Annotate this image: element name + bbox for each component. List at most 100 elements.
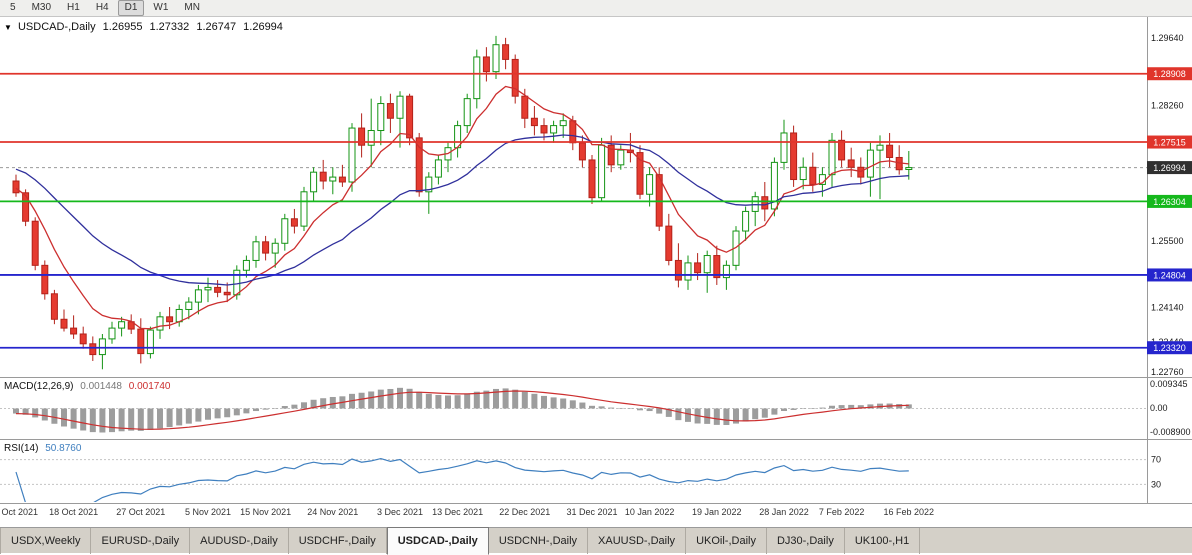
candle-body (492, 44, 500, 73)
level-badge-1-27515: 1.27515 (1147, 135, 1192, 149)
macd-histogram-bar (665, 408, 672, 417)
macd-histogram-bar (397, 387, 403, 409)
chart-background (0, 17, 1192, 527)
rsi-axis-label-70: 70 (1151, 455, 1161, 465)
chart-tab-audusd-daily[interactable]: AUDUSD-,Daily (190, 527, 289, 554)
rsi-pane[interactable] (0, 457, 1147, 503)
macd-histogram-bar (617, 407, 624, 409)
chart-tab-ukoil-daily[interactable]: UKOil-,Daily (686, 527, 767, 554)
candle-body (790, 132, 798, 181)
macd-histogram-bar (800, 408, 807, 409)
macd-histogram-bar (166, 408, 173, 428)
candle-body (271, 242, 279, 254)
candle-body (588, 159, 596, 199)
macd-histogram-bar (521, 391, 528, 409)
chart-tab-usdchf-daily[interactable]: USDCHF-,Daily (289, 527, 387, 554)
date-axis-label: 22 Dec 2021 (499, 507, 551, 517)
date-axis-label: 15 Nov 2021 (240, 507, 292, 517)
candle-body (118, 321, 126, 329)
candle-body (482, 56, 490, 73)
price-axis-label: 1.28260 (1151, 101, 1184, 111)
chart-tab-usdcnh-daily[interactable]: USDCNH-,Daily (489, 527, 589, 554)
chart-tab-dj30-daily[interactable]: DJ30-,Daily (767, 527, 845, 554)
timeframe-button-h4[interactable]: H4 (95, 2, 109, 13)
candle-body (185, 301, 193, 310)
macd-histogram-bar (637, 408, 643, 411)
level-badge-1-24804: 1.24804 (1147, 268, 1192, 282)
macd-histogram-bar (416, 391, 423, 409)
candle-body (98, 338, 106, 356)
macd-histogram-bar (310, 399, 317, 409)
macd-histogram-bar (752, 408, 759, 420)
macd-histogram-bar (550, 397, 557, 409)
macd-histogram-bar (377, 389, 384, 409)
candle-body (886, 144, 894, 158)
macd-histogram-bar (483, 390, 490, 409)
date-axis-label: 13 Dec 2021 (432, 507, 484, 517)
macd-histogram-bar (473, 391, 480, 409)
rsi-axis-label-30: 30 (1151, 479, 1161, 489)
candle-body (89, 343, 97, 356)
date-axis-label: 3 Dec 2021 (376, 507, 424, 517)
macd-histogram-bar (502, 388, 509, 409)
macd-histogram-bar (896, 404, 903, 409)
macd-histogram-bar (464, 394, 471, 409)
price-chart-canvas[interactable]: 70301.296401.282601.255001.241401.234401… (0, 0, 1192, 527)
timeframe-button-w1[interactable]: W1 (153, 2, 169, 13)
candle-body (607, 144, 615, 166)
macd-histogram-bar (185, 408, 192, 424)
candle-body (530, 117, 538, 127)
macd-histogram-bar (579, 402, 586, 409)
macd-histogram-bar (867, 404, 874, 409)
chart-tab-uk100-h1[interactable]: UK100-,H1 (845, 527, 921, 554)
candle-body (12, 180, 20, 194)
macd-histogram-bar (137, 408, 144, 431)
timeframe-button-mn[interactable]: MN (184, 2, 200, 13)
candle-body (473, 56, 481, 100)
chart-tab-usdx-weekly[interactable]: USDX,Weekly (0, 527, 92, 554)
svg-text:1.28908: 1.28908 (1153, 69, 1186, 79)
macd-histogram-bar (128, 408, 135, 431)
timeframe-button-5[interactable]: 5 (10, 2, 16, 13)
candle-body (386, 103, 394, 119)
macd-histogram-bar (272, 408, 279, 409)
timeframe-button-m30[interactable]: M30 (31, 2, 52, 13)
timeframe-button-h1[interactable]: H1 (67, 2, 80, 13)
macd-histogram-bar (512, 389, 519, 409)
macd-histogram-bar (713, 408, 720, 425)
candle-body (156, 316, 164, 331)
candle-body (703, 255, 711, 274)
candle-body (684, 262, 692, 281)
macd-histogram-bar (243, 408, 250, 414)
chart-tab-xauusd-daily[interactable]: XAUUSD-,Daily (588, 527, 687, 554)
macd-histogram-bar (41, 408, 48, 421)
date-axis-label: 10 Jan 2022 (624, 507, 675, 517)
date-axis-label: 31 Dec 2021 (566, 507, 618, 517)
candle-body (338, 176, 346, 183)
chart-tab-eurusd-daily[interactable]: EURUSD-,Daily (91, 527, 191, 554)
level-badge-1-26304: 1.26304 (1147, 194, 1192, 208)
macd-histogram-bar (829, 405, 835, 409)
candle-body (463, 98, 471, 127)
candle-body (511, 58, 519, 97)
candle-body (146, 329, 154, 355)
candle-body (31, 220, 39, 266)
timeframe-button-d1[interactable]: D1 (117, 0, 145, 16)
svg-text:1.27515: 1.27515 (1153, 138, 1186, 148)
candle-body (300, 191, 308, 227)
candle-body (761, 196, 769, 210)
macd-histogram-bar (233, 408, 240, 416)
date-axis-label: 18 Oct 2021 (49, 507, 99, 517)
macd-histogram-bar (848, 404, 855, 409)
level-badge-1-28908: 1.28908 (1147, 67, 1192, 81)
main-price-pane[interactable] (0, 35, 1147, 370)
macd-histogram-bar (109, 408, 115, 433)
candle-body (550, 125, 558, 134)
macd-histogram-bar (742, 408, 749, 422)
chart-tab-usdcad-daily[interactable]: USDCAD-,Daily (386, 527, 489, 555)
candle-body (233, 269, 241, 296)
candle-body (329, 176, 337, 182)
candle-body (578, 142, 586, 161)
macd-pane[interactable] (0, 387, 1147, 433)
candle-body (828, 139, 836, 176)
